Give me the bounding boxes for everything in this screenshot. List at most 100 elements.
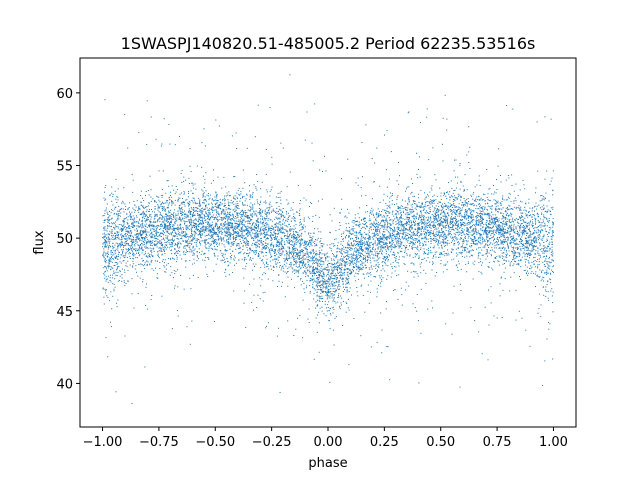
data-point — [478, 238, 480, 240]
data-point — [238, 194, 240, 196]
data-point — [263, 246, 264, 248]
data-point — [180, 202, 182, 204]
data-point — [412, 237, 413, 239]
data-point — [434, 251, 436, 253]
data-point — [319, 252, 320, 254]
data-point — [545, 210, 547, 212]
data-point — [440, 195, 442, 197]
data-point — [353, 243, 355, 245]
data-point — [458, 244, 460, 246]
data-point — [257, 235, 259, 237]
data-point — [216, 212, 217, 214]
data-point — [312, 255, 314, 257]
data-point — [167, 228, 168, 230]
data-point — [383, 229, 385, 230]
data-point — [172, 224, 174, 226]
data-point — [464, 236, 466, 238]
data-point — [400, 232, 402, 234]
data-point — [508, 221, 510, 223]
data-point — [467, 228, 469, 230]
data-point — [321, 260, 323, 262]
data-point — [507, 239, 509, 240]
data-point — [472, 203, 474, 205]
data-point — [541, 278, 543, 280]
data-point — [472, 242, 474, 244]
data-point — [152, 237, 154, 239]
data-point — [212, 236, 214, 238]
data-point — [417, 241, 419, 243]
data-point — [164, 239, 166, 241]
data-point — [301, 260, 302, 262]
data-point — [333, 255, 335, 257]
data-point — [125, 241, 127, 243]
data-point — [512, 251, 514, 253]
data-point — [522, 252, 524, 254]
data-point — [382, 226, 384, 228]
data-point — [388, 238, 390, 240]
data-point — [362, 253, 364, 255]
data-point — [456, 199, 458, 201]
data-point — [253, 278, 255, 280]
data-point — [458, 252, 460, 254]
data-point — [532, 246, 534, 248]
data-point — [509, 262, 511, 264]
data-point — [535, 240, 537, 242]
data-point — [128, 253, 130, 255]
data-point — [346, 303, 348, 304]
data-point — [438, 231, 440, 233]
data-point — [355, 231, 357, 233]
data-point — [362, 244, 363, 246]
data-point — [494, 208, 496, 210]
data-point — [537, 250, 539, 252]
data-point — [215, 209, 217, 211]
data-point — [495, 222, 496, 223]
data-point — [453, 236, 455, 238]
data-point — [220, 223, 222, 224]
data-point — [519, 253, 521, 255]
data-point — [466, 210, 468, 212]
data-point — [114, 232, 116, 234]
data-point — [335, 251, 337, 253]
data-point — [404, 218, 406, 220]
data-point — [194, 234, 196, 236]
data-point — [461, 252, 463, 253]
data-point — [228, 242, 230, 244]
data-point — [551, 232, 553, 234]
data-point — [330, 248, 332, 249]
data-point — [292, 202, 294, 203]
data-point — [146, 231, 148, 233]
data-point — [118, 231, 120, 233]
data-point — [339, 212, 341, 214]
data-point — [281, 267, 283, 269]
data-point — [431, 214, 433, 215]
data-point — [356, 258, 358, 260]
data-point — [202, 194, 204, 196]
data-point — [291, 217, 293, 219]
data-point — [267, 322, 269, 324]
data-point — [493, 222, 495, 223]
data-point — [391, 266, 393, 267]
data-point — [428, 234, 429, 236]
data-point — [518, 223, 520, 225]
data-point — [212, 216, 214, 218]
data-point — [437, 244, 439, 246]
data-point — [501, 232, 503, 234]
data-point — [443, 227, 445, 229]
data-point — [309, 236, 311, 238]
data-point — [268, 235, 270, 237]
data-point — [489, 219, 491, 221]
data-point — [345, 229, 347, 231]
data-point — [488, 200, 490, 201]
data-point — [259, 257, 261, 259]
data-point — [377, 215, 379, 217]
data-point — [511, 228, 512, 230]
data-point — [198, 205, 200, 207]
data-point — [294, 227, 296, 229]
data-point — [461, 232, 463, 233]
data-point — [498, 244, 500, 245]
data-point — [513, 229, 515, 230]
data-point — [299, 234, 301, 236]
data-point — [205, 219, 207, 221]
data-point — [458, 203, 460, 205]
data-point — [514, 252, 516, 254]
